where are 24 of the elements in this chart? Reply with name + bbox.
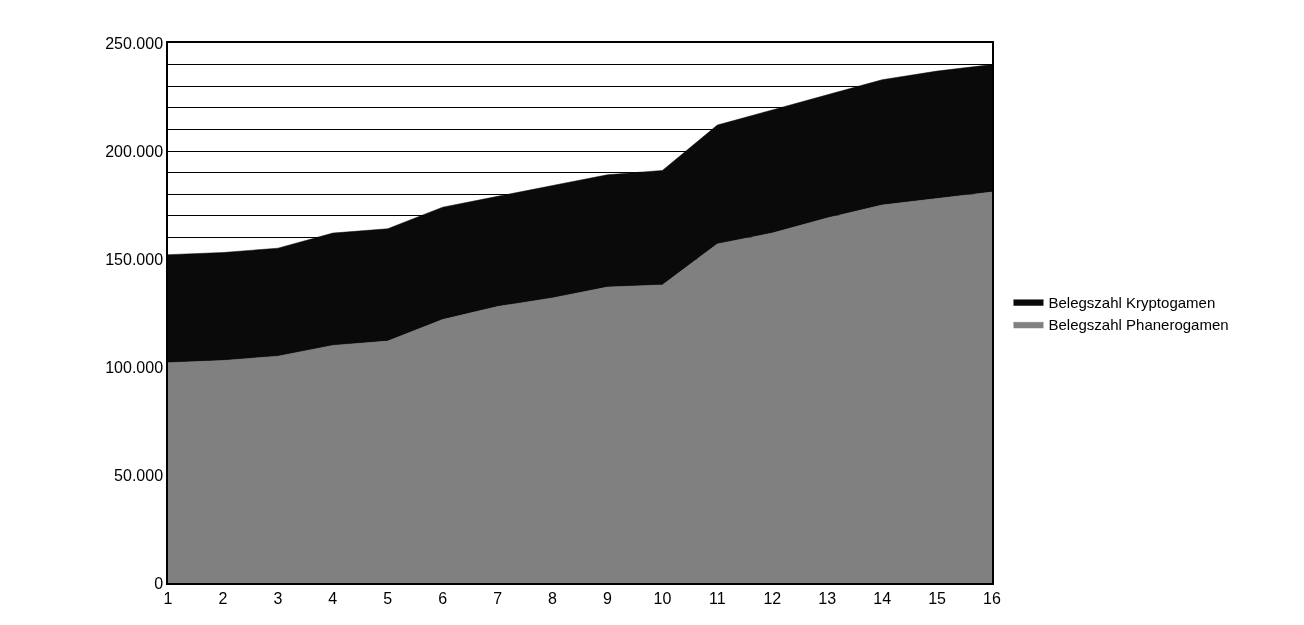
y-tick-label: 50.000 — [114, 466, 164, 484]
legend-label: Belegszahl Kryptogamen — [1048, 293, 1216, 311]
x-tick-label: 16 — [983, 589, 1001, 607]
x-tick-label: 11 — [709, 589, 726, 607]
x-tick-label: 14 — [873, 589, 892, 607]
x-tick-label: 8 — [548, 589, 558, 607]
x-tick-label: 10 — [653, 589, 672, 607]
y-tick-label: 200.000 — [105, 142, 164, 160]
legend-label: Belegszahl Phanerogamen — [1048, 316, 1229, 334]
x-tick-label: 4 — [328, 589, 338, 607]
x-tick-label: 1 — [163, 589, 173, 607]
x-tick-label: 12 — [763, 589, 782, 607]
x-tick-label: 9 — [603, 589, 613, 607]
y-tick-label: 250.000 — [105, 34, 164, 52]
x-tick-label: 5 — [383, 589, 393, 607]
y-tick-label: 150.000 — [105, 250, 164, 268]
x-tick-label: 7 — [493, 589, 503, 607]
x-tick-label: 15 — [928, 589, 947, 607]
x-tick-label: 13 — [818, 589, 837, 607]
x-tick-label: 3 — [273, 589, 283, 607]
x-tick-label: 2 — [218, 589, 228, 607]
y-tick-label: 100.000 — [105, 358, 164, 376]
x-tick-label: 6 — [438, 589, 448, 607]
y-tick-label: 0 — [154, 574, 164, 592]
